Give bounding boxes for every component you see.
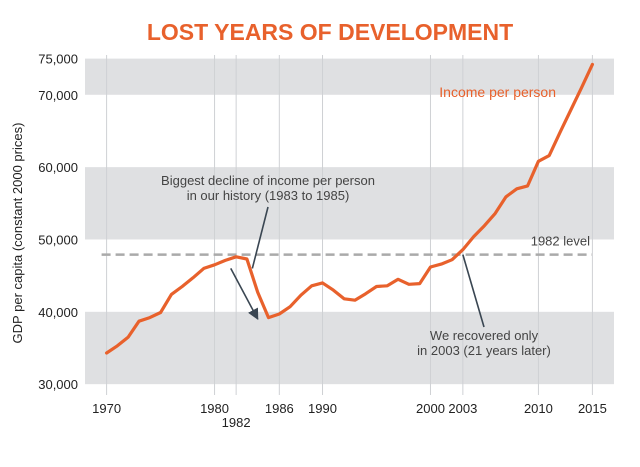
reference-line-group: 1982 level xyxy=(101,234,592,256)
annotations-group: Biggest decline of income per person in o… xyxy=(161,173,551,358)
x-tick-label-2003: 2003 xyxy=(448,401,477,416)
band-1 xyxy=(85,167,614,240)
y-tick-label-30000: 30,000 xyxy=(38,377,78,392)
annotation-recovery-leader xyxy=(462,254,485,328)
band-0 xyxy=(85,311,614,385)
annotation-recovery-text: We recovered only in 2003 (21 years later… xyxy=(417,328,551,358)
annotation-decline-leader xyxy=(251,206,269,269)
y-tick-label-75000: 75,000 xyxy=(38,52,78,67)
y-tick-label-40000: 40,000 xyxy=(38,305,78,320)
y-tick-label-50000: 50,000 xyxy=(38,232,78,247)
y-tick-label-70000: 70,000 xyxy=(38,88,78,103)
x-tick-label-1990: 1990 xyxy=(308,401,337,416)
reference-line-label: 1982 level xyxy=(531,234,590,249)
x-tick-label-2010: 2010 xyxy=(524,401,553,416)
y-axis-label: GDP per capita (constant 2000 prices) xyxy=(10,123,25,344)
y-axis-ticks: 30,000 40,000 50,000 60,000 70,000 75,000 xyxy=(38,52,78,393)
x-tick-label-2000: 2000 xyxy=(416,401,445,416)
annotation-recovery-line-1: in 2003 (21 years later) xyxy=(417,343,551,358)
decline-arrow xyxy=(230,268,259,321)
annotation-decline-line-0: Biggest decline of income per person xyxy=(161,173,375,188)
y-tick-label-60000: 60,000 xyxy=(38,160,78,175)
background-bands xyxy=(85,58,614,385)
annotation-decline-text: Biggest decline of income per person in o… xyxy=(161,173,375,203)
x-tick-label-1980: 1980 xyxy=(200,401,229,416)
annotation-recovery-line-0: We recovered only xyxy=(430,328,539,343)
x-tick-label-1986: 1986 xyxy=(265,401,294,416)
series-line-0 xyxy=(105,62,594,355)
vertical-gridlines xyxy=(106,55,593,395)
x-tick-label-1970: 1970 xyxy=(92,401,121,416)
chart-title: LOST YEARS OF DEVELOPMENT xyxy=(147,19,513,45)
series-label-0: Income per person xyxy=(439,84,556,100)
annotation-decline-line-1: in our history (1983 to 1985) xyxy=(187,188,350,203)
series-group: Income per person xyxy=(105,62,594,355)
band-2 xyxy=(85,58,614,95)
x-tick-label-2015: 2015 xyxy=(578,401,607,416)
x-tick-label-1982: 1982 xyxy=(222,415,251,430)
